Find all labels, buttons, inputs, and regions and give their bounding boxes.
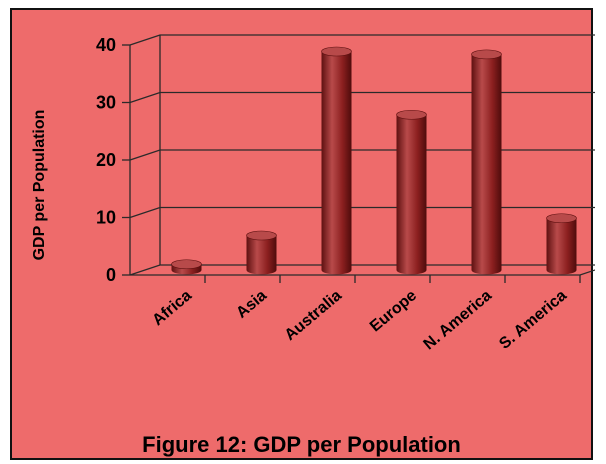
x-tick-label: Australia bbox=[282, 287, 345, 344]
gridlines bbox=[129, 34, 595, 276]
bar-body bbox=[546, 218, 577, 275]
y-tick-label: 40 bbox=[96, 35, 116, 55]
bar-top bbox=[471, 49, 502, 60]
bar-africa bbox=[171, 259, 202, 275]
gridline bbox=[129, 34, 595, 46]
bar-asia bbox=[246, 230, 277, 275]
gridline bbox=[129, 149, 595, 161]
bars bbox=[171, 46, 577, 275]
y-axis-title: GDP per Population bbox=[31, 110, 48, 261]
bar-s-america bbox=[546, 213, 577, 275]
y-tick-label: 0 bbox=[106, 265, 116, 285]
bar-top bbox=[171, 259, 202, 270]
x-tick-label: Asia bbox=[233, 287, 270, 322]
bar-top bbox=[246, 230, 277, 241]
y-tick-label: 20 bbox=[96, 150, 116, 170]
x-tick-label: Africa bbox=[149, 287, 195, 329]
bar-chart: 0 10 20 30 40 Africa Asia Australia Europe N. Ame… bbox=[31, 34, 595, 353]
bar-top bbox=[321, 46, 352, 57]
gridline bbox=[129, 91, 595, 104]
bar-body bbox=[246, 235, 277, 275]
bar-australia bbox=[321, 46, 352, 275]
gridline bbox=[129, 206, 595, 219]
bar-europe bbox=[396, 109, 427, 275]
y-tick-label: 10 bbox=[96, 208, 116, 228]
bar-body bbox=[321, 51, 352, 275]
x-tick-label: S. America bbox=[496, 287, 570, 353]
x-tick-label: Europe bbox=[367, 287, 420, 336]
axes bbox=[122, 35, 595, 283]
x-tick-label: N. America bbox=[421, 287, 496, 353]
bar-top bbox=[546, 213, 577, 224]
bar-body bbox=[396, 114, 427, 275]
bar-n-america bbox=[471, 49, 502, 275]
bar-body bbox=[471, 54, 502, 275]
y-tick-label: 30 bbox=[96, 93, 116, 113]
chart-frame: 0 10 20 30 40 Africa Asia Australia Europe N. Ame… bbox=[10, 8, 595, 460]
bar-top bbox=[396, 109, 427, 120]
figure-caption: Figure 12: GDP per Population bbox=[142, 432, 461, 457]
